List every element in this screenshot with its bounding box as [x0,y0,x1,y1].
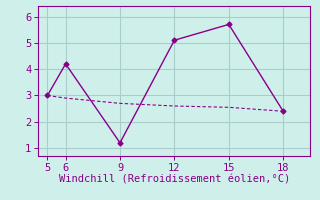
X-axis label: Windchill (Refroidissement éolien,°C): Windchill (Refroidissement éolien,°C) [59,174,290,184]
